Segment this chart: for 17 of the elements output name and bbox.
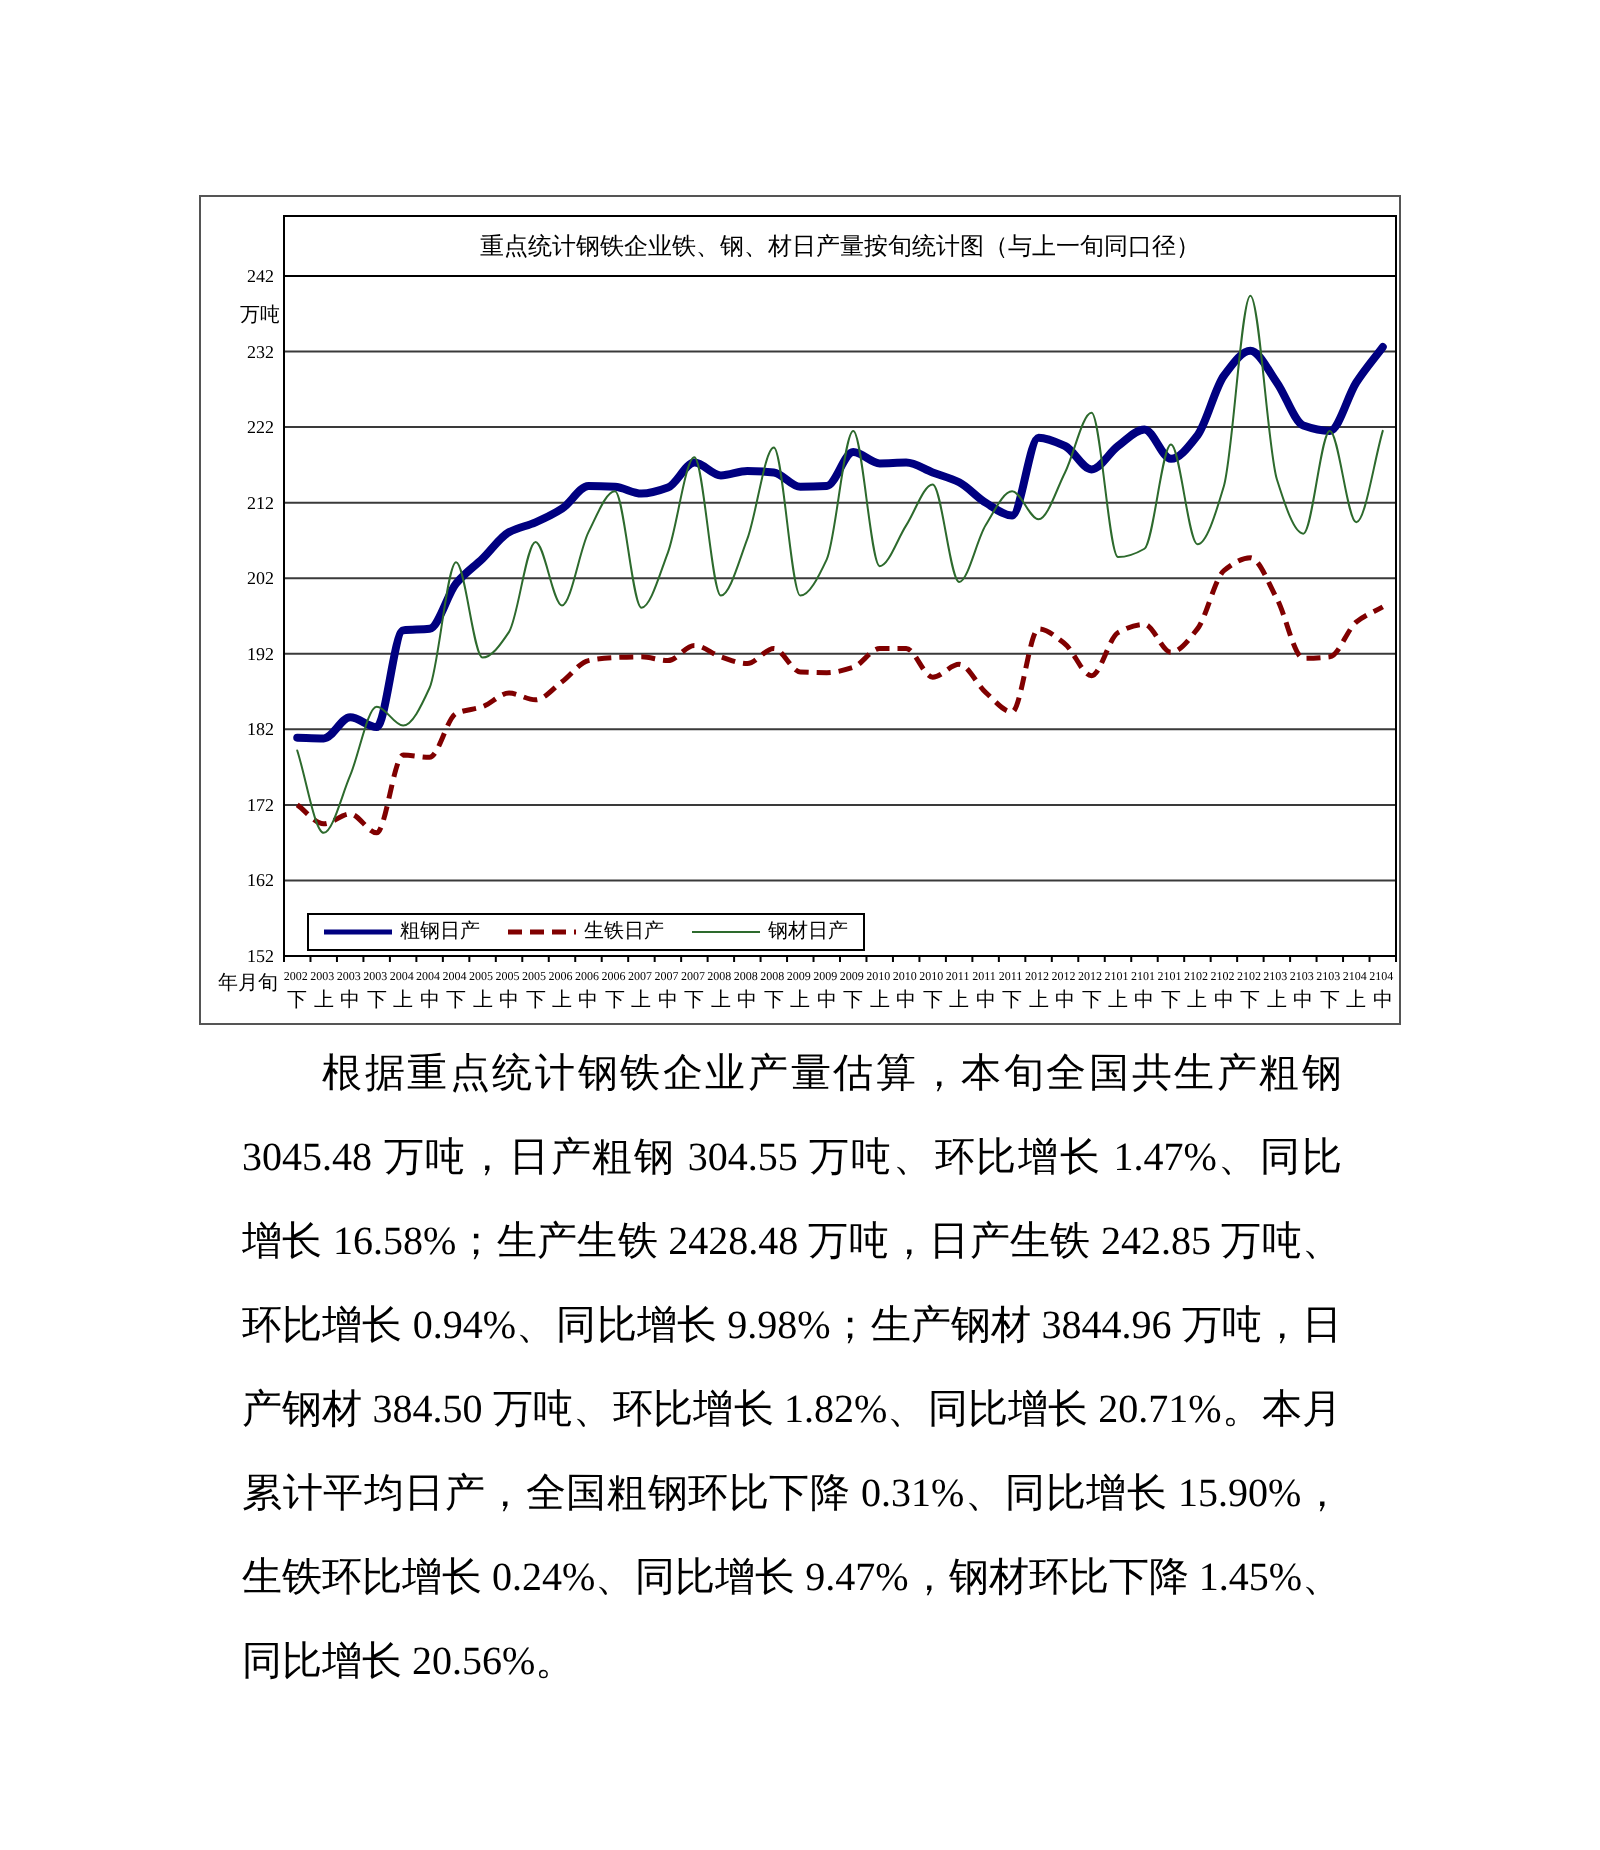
y-tick-label: 162 bbox=[247, 870, 274, 891]
y-tick-label: 232 bbox=[247, 341, 274, 362]
y-tick-label: 202 bbox=[247, 568, 274, 589]
y-tick-label: 242 bbox=[247, 266, 274, 286]
y-tick-label: 222 bbox=[247, 417, 274, 438]
y-tick-label: 212 bbox=[247, 492, 274, 513]
x-axis-title: 年月旬 bbox=[218, 971, 278, 995]
y-tick-label: 172 bbox=[247, 794, 274, 815]
y-tick-label: 192 bbox=[247, 643, 274, 664]
title: 重点统计钢铁企业铁、钢、材日产量按旬统计图（与上一旬同口径） bbox=[480, 232, 1200, 260]
legend-label: 生铁日产 bbox=[584, 919, 664, 943]
y-tick-label: 182 bbox=[247, 719, 274, 740]
y-tick-label: 152 bbox=[247, 946, 274, 966]
legend-label: 钢材日产 bbox=[766, 919, 848, 943]
legend-label: 粗钢日产 bbox=[400, 919, 480, 943]
note: 根据重点统计钢铁企业产量估算，本旬全国共生产粗钢 3045.48 万吨，日产粗钢 304.55 万吨、环比增长 1.47%、同比增长 16.58%；生产生铁 2428.48 万吨，日产生铁 242.85 万吨、环比增长 0.94%、同比增长 9.98%；生产钢材 3844.96 万吨，日产钢材 384.50 万吨、环比增长 1.82%、同比增长 20.71%。本月累计平均日产，全国粗钢环比下降 0.31%、同比增长 15.90%，生铁环比增长 0.24%、同比增长 9.47%，钢材环比下降 1.45%、同比增长 20.56%。 bbox=[242, 1050, 1342, 1688]
y-axis-title: 万吨 bbox=[240, 303, 280, 327]
